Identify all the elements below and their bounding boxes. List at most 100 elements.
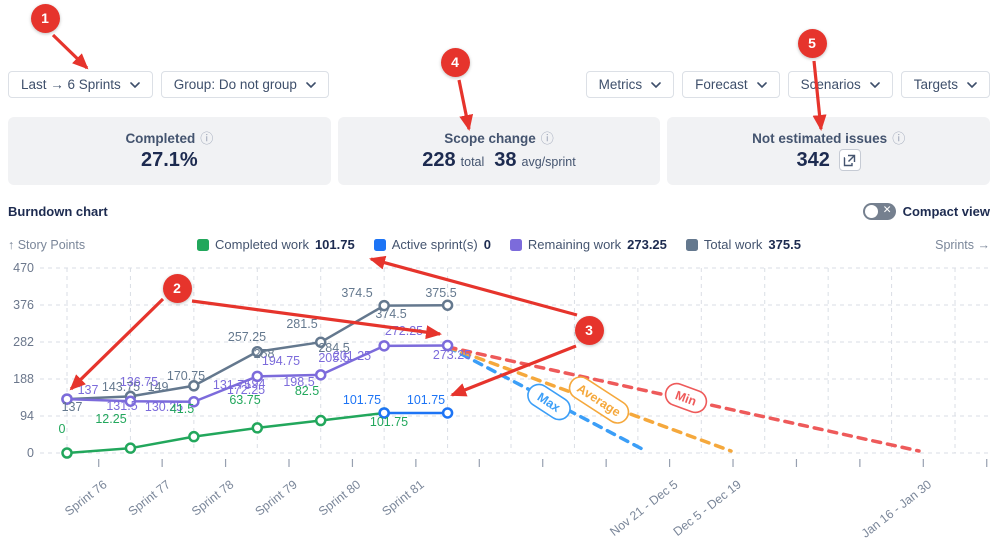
chevron-down-icon (869, 81, 880, 88)
data-point-completed[interactable] (251, 422, 264, 434)
point-label: 205.5 (318, 351, 349, 365)
forecast-date-label: Nov 21 - Dec 5 (607, 477, 680, 539)
legend-item-completed-work[interactable]: Completed work 101.75 (197, 237, 355, 252)
not-estimated-card-value: 342 (796, 149, 861, 172)
sprint-label: Sprint 78 (189, 477, 237, 518)
group-label: Group: Do not group (173, 77, 297, 92)
data-point-completed[interactable] (124, 442, 137, 454)
legend-item-remaining-work[interactable]: Remaining work 273.25 (509, 237, 667, 252)
y-tick-label: 470 (13, 261, 34, 275)
data-point-total[interactable] (314, 336, 327, 348)
external-link-icon (844, 154, 856, 166)
forecast-label: Forecast (695, 77, 748, 92)
sprint-label: Sprint 80 (316, 477, 364, 518)
y-tick-label: 282 (13, 335, 34, 349)
point-label: 131.5 (106, 399, 137, 413)
point-label: 136.75 (120, 375, 158, 389)
chevron-down-icon (651, 81, 661, 88)
data-point-remaining[interactable] (61, 393, 73, 405)
data-point-completed[interactable] (314, 414, 327, 427)
legend-label: Active sprint(s) (391, 237, 478, 252)
data-point-remaining[interactable] (188, 395, 200, 408)
chevron-down-icon (129, 81, 140, 88)
targets-dropdown[interactable]: Targets (900, 71, 990, 98)
metrics-dropdown[interactable]: Metrics (585, 71, 675, 98)
point-label: 12.25 (95, 412, 126, 426)
point-label: 194.75 (262, 354, 300, 368)
scope-change-total-value: 228 (422, 148, 456, 171)
point-label: 170.75 (167, 369, 205, 383)
completed-card-value: 27.1% (141, 149, 198, 172)
chart-title: Burndown chart (8, 204, 108, 219)
annotation-marker-4: 4 (440, 47, 470, 77)
toggle-off-x-icon: ✕ (882, 204, 892, 216)
sprint-label: Sprint 81 (379, 477, 427, 518)
data-point-remaining[interactable] (378, 340, 390, 352)
y-tick-label: 0 (27, 446, 34, 460)
external-link-button[interactable] (838, 149, 861, 171)
compact-view-toggle[interactable]: ✕ (862, 203, 896, 220)
point-label: 272.25 (385, 324, 423, 338)
data-point-remaining[interactable] (314, 369, 327, 381)
info-icon[interactable]: ⓘ (892, 130, 906, 146)
scope-change-card-value: 228 total 38 avg/sprint (422, 149, 575, 172)
point-label: 374.5 (375, 307, 406, 321)
legend-item-total-work[interactable]: Total work 375.5 (685, 237, 801, 252)
point-label: 131.75 (213, 378, 251, 392)
legend-item-active-sprints[interactable]: Active sprint(s) 0 (373, 237, 491, 252)
group-dropdown[interactable]: Group: Do not group (160, 71, 329, 98)
point-label: 137 (62, 400, 83, 414)
forecast-dropdown[interactable]: Forecast (682, 71, 780, 98)
point-label: 101.75 (343, 393, 381, 407)
scope-change-card: Scope change ⓘ 228 total 38 avg/sprint (337, 117, 661, 185)
series-line-completed (66, 411, 385, 455)
scope-change-avg-unit: avg/sprint (521, 154, 576, 169)
scope-change-card-title: Scope change ⓘ (444, 131, 554, 146)
sprint-label: Sprint 76 (62, 477, 110, 518)
x-axis-label: Sprints → (935, 237, 990, 252)
point-label: 375.5 (425, 286, 456, 300)
data-point-completed[interactable] (188, 430, 200, 443)
chart-legend: Completed work 101.75 Active sprint(s) 0… (118, 237, 880, 252)
metrics-label: Metrics (598, 77, 643, 92)
point-label: 130.25 (145, 400, 183, 414)
data-point-completed[interactable] (61, 447, 73, 459)
point-label: 63.75 (229, 393, 260, 407)
chevron-down-icon (967, 81, 977, 88)
data-point-remaining[interactable] (124, 395, 137, 407)
forecast-badge-max: Max (527, 383, 571, 421)
point-label: 82.5 (295, 384, 319, 398)
annotation-marker-1: 1 (30, 3, 60, 33)
forecast-badge-min: Min (664, 382, 708, 414)
completed-percentage: 27.1% (140, 148, 198, 171)
completed-card-title-text: Completed (125, 130, 196, 146)
info-icon[interactable]: ⓘ (200, 130, 214, 146)
menu-button-group: Metrics Forecast Scenarios Targets (585, 71, 990, 98)
scenarios-dropdown[interactable]: Scenarios (787, 71, 893, 98)
toolbar: Last → 6 Sprints Group: Do not group Met… (8, 71, 990, 98)
info-icon[interactable]: ⓘ (540, 130, 554, 146)
legend-value: 0 (483, 237, 491, 252)
data-point-remaining[interactable] (251, 370, 264, 383)
scope-change-total-unit: total (460, 154, 485, 169)
data-point-total[interactable] (188, 380, 200, 392)
chevron-down-icon (756, 81, 767, 88)
y-tick-label: 94 (20, 409, 34, 423)
point-label: 258 (254, 347, 275, 361)
scope-change-avg-value: 38 (494, 148, 517, 171)
data-point-active[interactable] (441, 407, 454, 419)
data-point-total[interactable] (251, 345, 264, 358)
completed-card: Completed ⓘ 27.1% (8, 117, 331, 185)
forecast-badge-label: Min (673, 388, 698, 409)
point-label: 273.25 (433, 348, 471, 362)
point-label: 198.5 (283, 375, 314, 389)
point-label: 257.25 (228, 330, 266, 344)
data-point-active[interactable] (378, 407, 390, 419)
annotation-marker-3: 3 (574, 315, 604, 345)
sprint-range-dropdown[interactable]: Last → 6 Sprints (8, 71, 153, 98)
sprint-label: Sprint 79 (252, 477, 300, 518)
not-estimated-card-title-text: Not estimated issues (752, 130, 888, 146)
completed-work-swatch (197, 238, 210, 251)
data-point-total[interactable] (441, 299, 454, 311)
y-tick-label: 188 (13, 372, 34, 386)
